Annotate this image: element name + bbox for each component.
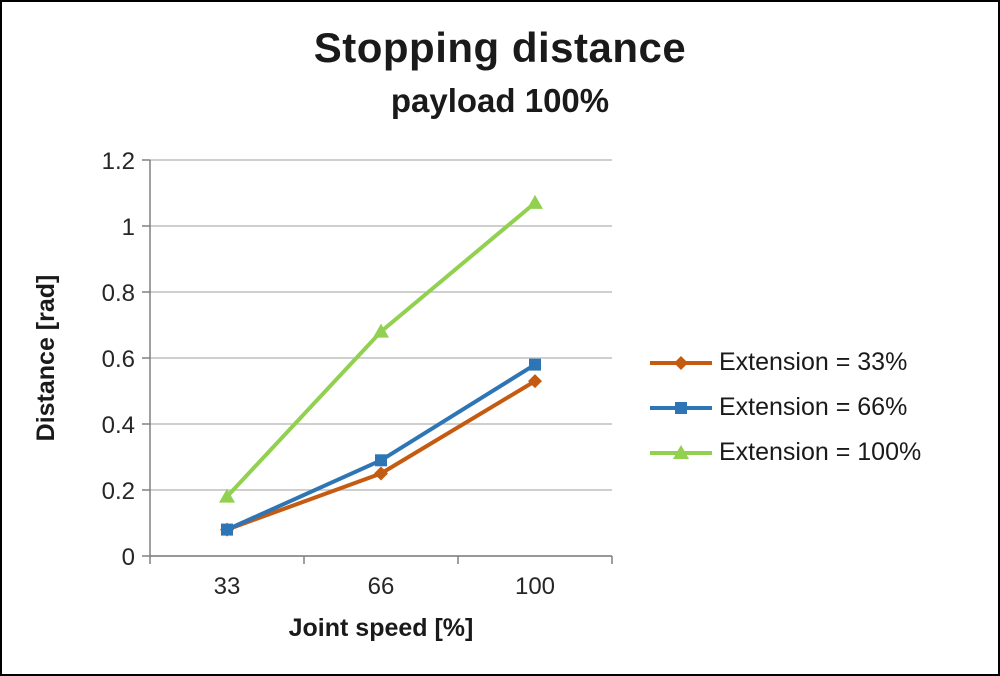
triangle-marker-icon [219,488,235,503]
chart-legend: Extension = 33% Extension = 66% Extension … [650,340,990,475]
y-axis-title: Distance [rad] [32,275,60,442]
square-marker-icon [221,523,233,536]
y-tick-label: 1.2 [102,148,135,175]
series-line [225,200,537,499]
legend-label: Extension = 100% [719,438,922,466]
y-tick-label: 0.4 [102,412,135,439]
x-tick-label: 33 [214,573,241,600]
y-tick-label: 0.2 [102,478,135,505]
line-chart-plot-area: 0 0.2 0.4 0.6 0.8 1 1.2 33 66 100 Joint speed [%] D… [32,148,613,642]
diamond-marker-icon [674,355,688,370]
x-tick-label: 66 [368,573,395,600]
square-marker-icon [529,358,541,371]
triangle-marker-icon [527,194,543,209]
legend-line-sample [650,444,712,459]
chart-title: Stopping distance [313,24,687,71]
legend-item: Extension = 66% [650,385,990,430]
triangle-marker-icon [373,323,389,338]
y-tick-label: 0 [122,544,135,571]
square-marker-icon [675,401,687,414]
x-axis-title: Joint speed [%] [289,614,474,642]
square-marker-icon [375,454,387,467]
diamond-marker-icon [528,374,542,389]
legend-item: Extension = 33% [650,340,990,385]
legend-label: Extension = 33% [719,348,908,376]
legend-label: Extension = 66% [719,393,908,421]
diamond-marker-icon [374,466,388,481]
y-tick-label: 0.8 [102,280,135,307]
x-tick-label: 100 [515,573,555,600]
legend-line-sample [650,355,712,370]
legend-item: Extension = 100% [650,430,990,475]
y-tick-label: 0.6 [102,346,135,373]
triangle-marker-icon [673,444,689,459]
y-tick-label: 1 [122,214,135,241]
chart-subtitle: payload 100% [390,82,610,119]
legend-line-sample [650,401,712,414]
